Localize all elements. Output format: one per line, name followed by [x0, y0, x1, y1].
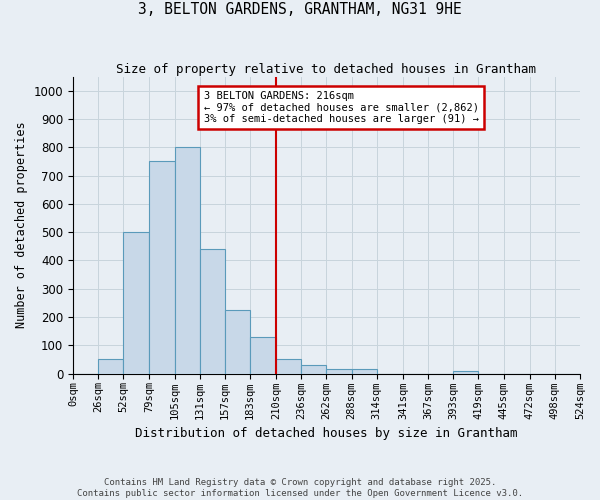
Text: Contains HM Land Registry data © Crown copyright and database right 2025.
Contai: Contains HM Land Registry data © Crown c… [77, 478, 523, 498]
Text: 3 BELTON GARDENS: 216sqm
← 97% of detached houses are smaller (2,862)
3% of semi: 3 BELTON GARDENS: 216sqm ← 97% of detach… [203, 91, 479, 124]
Bar [453, 370, 478, 374]
X-axis label: Distribution of detached houses by size in Grantham: Distribution of detached houses by size … [135, 427, 518, 440]
Bar [225, 310, 250, 374]
Bar [123, 232, 149, 374]
Text: 3, BELTON GARDENS, GRANTHAM, NG31 9HE: 3, BELTON GARDENS, GRANTHAM, NG31 9HE [138, 2, 462, 18]
Bar [276, 360, 301, 374]
Bar [250, 337, 276, 374]
Bar [352, 370, 377, 374]
Bar [98, 360, 123, 374]
Bar [326, 370, 352, 374]
Bar [149, 162, 175, 374]
Title: Size of property relative to detached houses in Grantham: Size of property relative to detached ho… [116, 62, 536, 76]
Bar [200, 249, 225, 374]
Y-axis label: Number of detached properties: Number of detached properties [15, 122, 28, 328]
Bar [175, 148, 200, 374]
Bar [301, 365, 326, 374]
